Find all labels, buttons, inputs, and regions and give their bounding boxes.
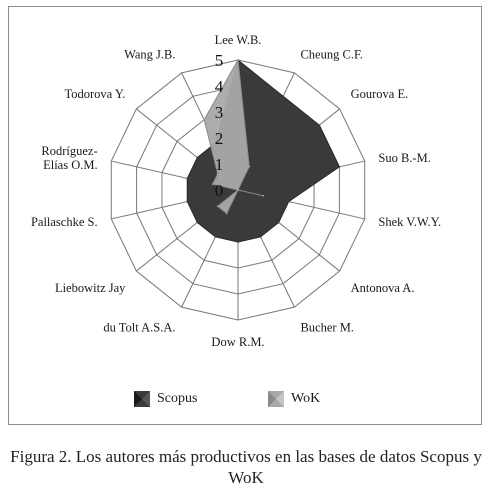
point-wok-9 bbox=[216, 205, 219, 208]
category-label-5: Antonova A. bbox=[351, 281, 415, 295]
category-label-line: Rodríguez- bbox=[41, 144, 97, 158]
category-label-6: Bucher M. bbox=[300, 321, 353, 335]
category-label-line: Todorova Y. bbox=[64, 87, 125, 101]
point-wok-4 bbox=[262, 194, 265, 197]
tick-label-3: 3 bbox=[215, 103, 224, 122]
point-scopus-5 bbox=[277, 221, 280, 224]
point-wok-13 bbox=[203, 118, 205, 121]
point-wok-8 bbox=[225, 212, 228, 215]
category-label-11: Rodríguez-Elías O.M. bbox=[41, 144, 97, 172]
category-label-line: Liebowitz Jay bbox=[55, 281, 126, 295]
category-label-line: Shek V.W.Y. bbox=[378, 215, 441, 229]
category-label-line: Bucher M. bbox=[300, 321, 353, 335]
category-label-13: Wang J.B. bbox=[124, 47, 175, 61]
point-scopus-11 bbox=[186, 177, 189, 180]
legend-item-wok: WoK bbox=[267, 390, 320, 408]
legend-item-scopus: Scopus bbox=[133, 390, 197, 408]
category-label-4: Shek V.W.Y. bbox=[378, 215, 441, 229]
category-label-0: Lee W.B. bbox=[215, 33, 262, 47]
category-label-line: Elías O.M. bbox=[43, 158, 98, 172]
point-wok-12 bbox=[216, 172, 219, 175]
figure-caption: Figura 2. Los autores más productivos en… bbox=[0, 446, 492, 488]
category-label-line: du Tolt A.S.A. bbox=[103, 321, 175, 335]
category-label-line: Cheung C.F. bbox=[300, 47, 363, 61]
point-scopus-3 bbox=[338, 166, 341, 168]
category-label-line: Gourova E. bbox=[351, 87, 409, 101]
point-scopus-10 bbox=[186, 200, 189, 203]
series-area-wok bbox=[203, 58, 264, 215]
figure-frame: 0 1 2 3 4 5 Lee W.B. Cheung C.F. Gourova E. Suo B… bbox=[8, 6, 482, 425]
legend-swatch-wok bbox=[268, 391, 284, 407]
caption-label: Figura 2. bbox=[10, 447, 72, 466]
tick-label-1: 1 bbox=[215, 155, 224, 174]
category-label-10: Pallaschke S. bbox=[31, 215, 98, 229]
category-label-12: Todorova Y. bbox=[64, 87, 125, 101]
category-label-8: du Tolt A.S.A. bbox=[103, 321, 175, 335]
category-label-1: Cheung C.F. bbox=[300, 47, 363, 61]
legend-label-scopus: Scopus bbox=[157, 391, 198, 406]
tick-label-0: 0 bbox=[215, 181, 224, 200]
point-wok-10 bbox=[237, 189, 239, 191]
point-scopus-9 bbox=[196, 221, 199, 224]
tick-label-2: 2 bbox=[215, 129, 224, 148]
point-wok-1 bbox=[248, 165, 251, 168]
tick-label-5: 5 bbox=[215, 51, 224, 70]
category-label-line: Lee W.B. bbox=[215, 33, 262, 47]
point-scopus-2 bbox=[318, 124, 321, 126]
point-scopus-12 bbox=[196, 156, 199, 159]
point-scopus-7 bbox=[237, 241, 239, 243]
legend-label-wok: WoK bbox=[291, 391, 321, 406]
category-label-line: Wang J.B. bbox=[124, 47, 175, 61]
category-label-2: Gourova E. bbox=[351, 87, 409, 101]
point-wok-0 bbox=[237, 59, 239, 61]
category-label-line: Antonova A. bbox=[351, 281, 415, 295]
radar-chart: 0 1 2 3 4 5 Lee W.B. Cheung C.F. Gourova E. Suo B… bbox=[31, 33, 441, 349]
category-label-line: Dow R.M. bbox=[211, 335, 264, 349]
category-label-9: Liebowitz Jay bbox=[55, 281, 126, 295]
caption-text: Los autores más productivos en las bases… bbox=[75, 447, 482, 487]
category-label-line: Pallaschke S. bbox=[31, 215, 98, 229]
series-area-scopus bbox=[186, 59, 341, 243]
legend-swatch-scopus bbox=[134, 391, 150, 407]
point-scopus-6 bbox=[259, 236, 262, 238]
point-scopus-4 bbox=[287, 200, 290, 203]
category-label-7: Dow R.M. bbox=[211, 335, 264, 349]
category-label-3: Suo B.-M. bbox=[378, 151, 430, 165]
tick-label-4: 4 bbox=[215, 77, 224, 96]
legend: Scopus WoK bbox=[9, 390, 483, 414]
point-wok-11 bbox=[211, 183, 214, 186]
category-label-line: Suo B.-M. bbox=[378, 151, 430, 165]
point-scopus-1 bbox=[282, 95, 284, 98]
point-scopus-8 bbox=[214, 236, 217, 238]
